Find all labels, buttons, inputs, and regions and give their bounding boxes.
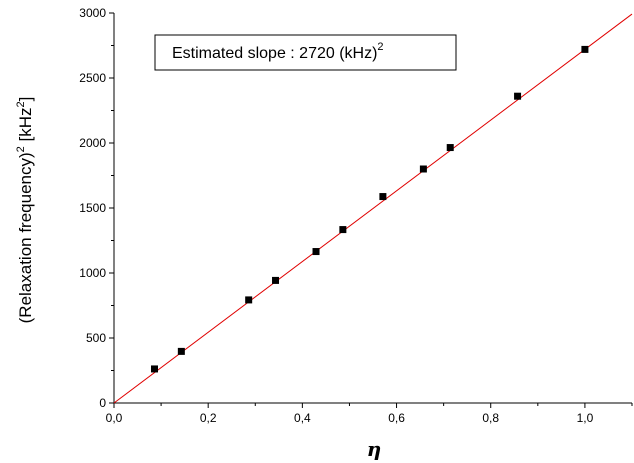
- annotation: Estimated slope : 2720 (kHz)2: [154, 34, 457, 71]
- x-axis-title: η: [367, 437, 382, 461]
- y-axis-title: (Relaxation frequency)2 [kHz2]: [15, 97, 35, 324]
- y-tick-label: 0: [99, 396, 106, 410]
- data-point: [514, 92, 522, 100]
- data-point: [446, 144, 454, 152]
- data-points: [150, 45, 589, 373]
- y-tick-label: 500: [86, 331, 106, 345]
- y-tick-label: 1000: [79, 266, 106, 280]
- data-point: [312, 248, 320, 256]
- data-point: [379, 193, 387, 201]
- x-tick-label: 0,4: [294, 411, 311, 425]
- x-tick-label: 0,8: [482, 411, 499, 425]
- x-tick-label: 0,0: [106, 411, 123, 425]
- fit-line: [113, 13, 633, 404]
- annotation-text: Estimated slope : 2720 (kHz)2: [172, 41, 384, 62]
- y-tick-label: 2000: [79, 136, 106, 150]
- data-point: [419, 165, 427, 173]
- y-tick-label: 3000: [79, 6, 106, 20]
- x-tick-label: 1,0: [577, 411, 594, 425]
- data-point: [150, 365, 158, 373]
- y-tick-label: 1500: [79, 201, 106, 215]
- x-tick-label: 0,2: [200, 411, 217, 425]
- data-point: [581, 45, 589, 53]
- ticks: 0,0 0,2 0,4 0,6 0,8 1,0 0 500 1000 1500 2000 2500 30…: [79, 6, 633, 425]
- data-point: [272, 276, 280, 284]
- fit-line-group: [113, 13, 633, 404]
- data-point: [339, 226, 347, 234]
- x-tick-label: 0,6: [388, 411, 405, 425]
- annotation-box: [154, 34, 457, 71]
- y-tick-label: 2500: [79, 71, 106, 85]
- data-point: [177, 347, 185, 355]
- data-point: [245, 296, 253, 304]
